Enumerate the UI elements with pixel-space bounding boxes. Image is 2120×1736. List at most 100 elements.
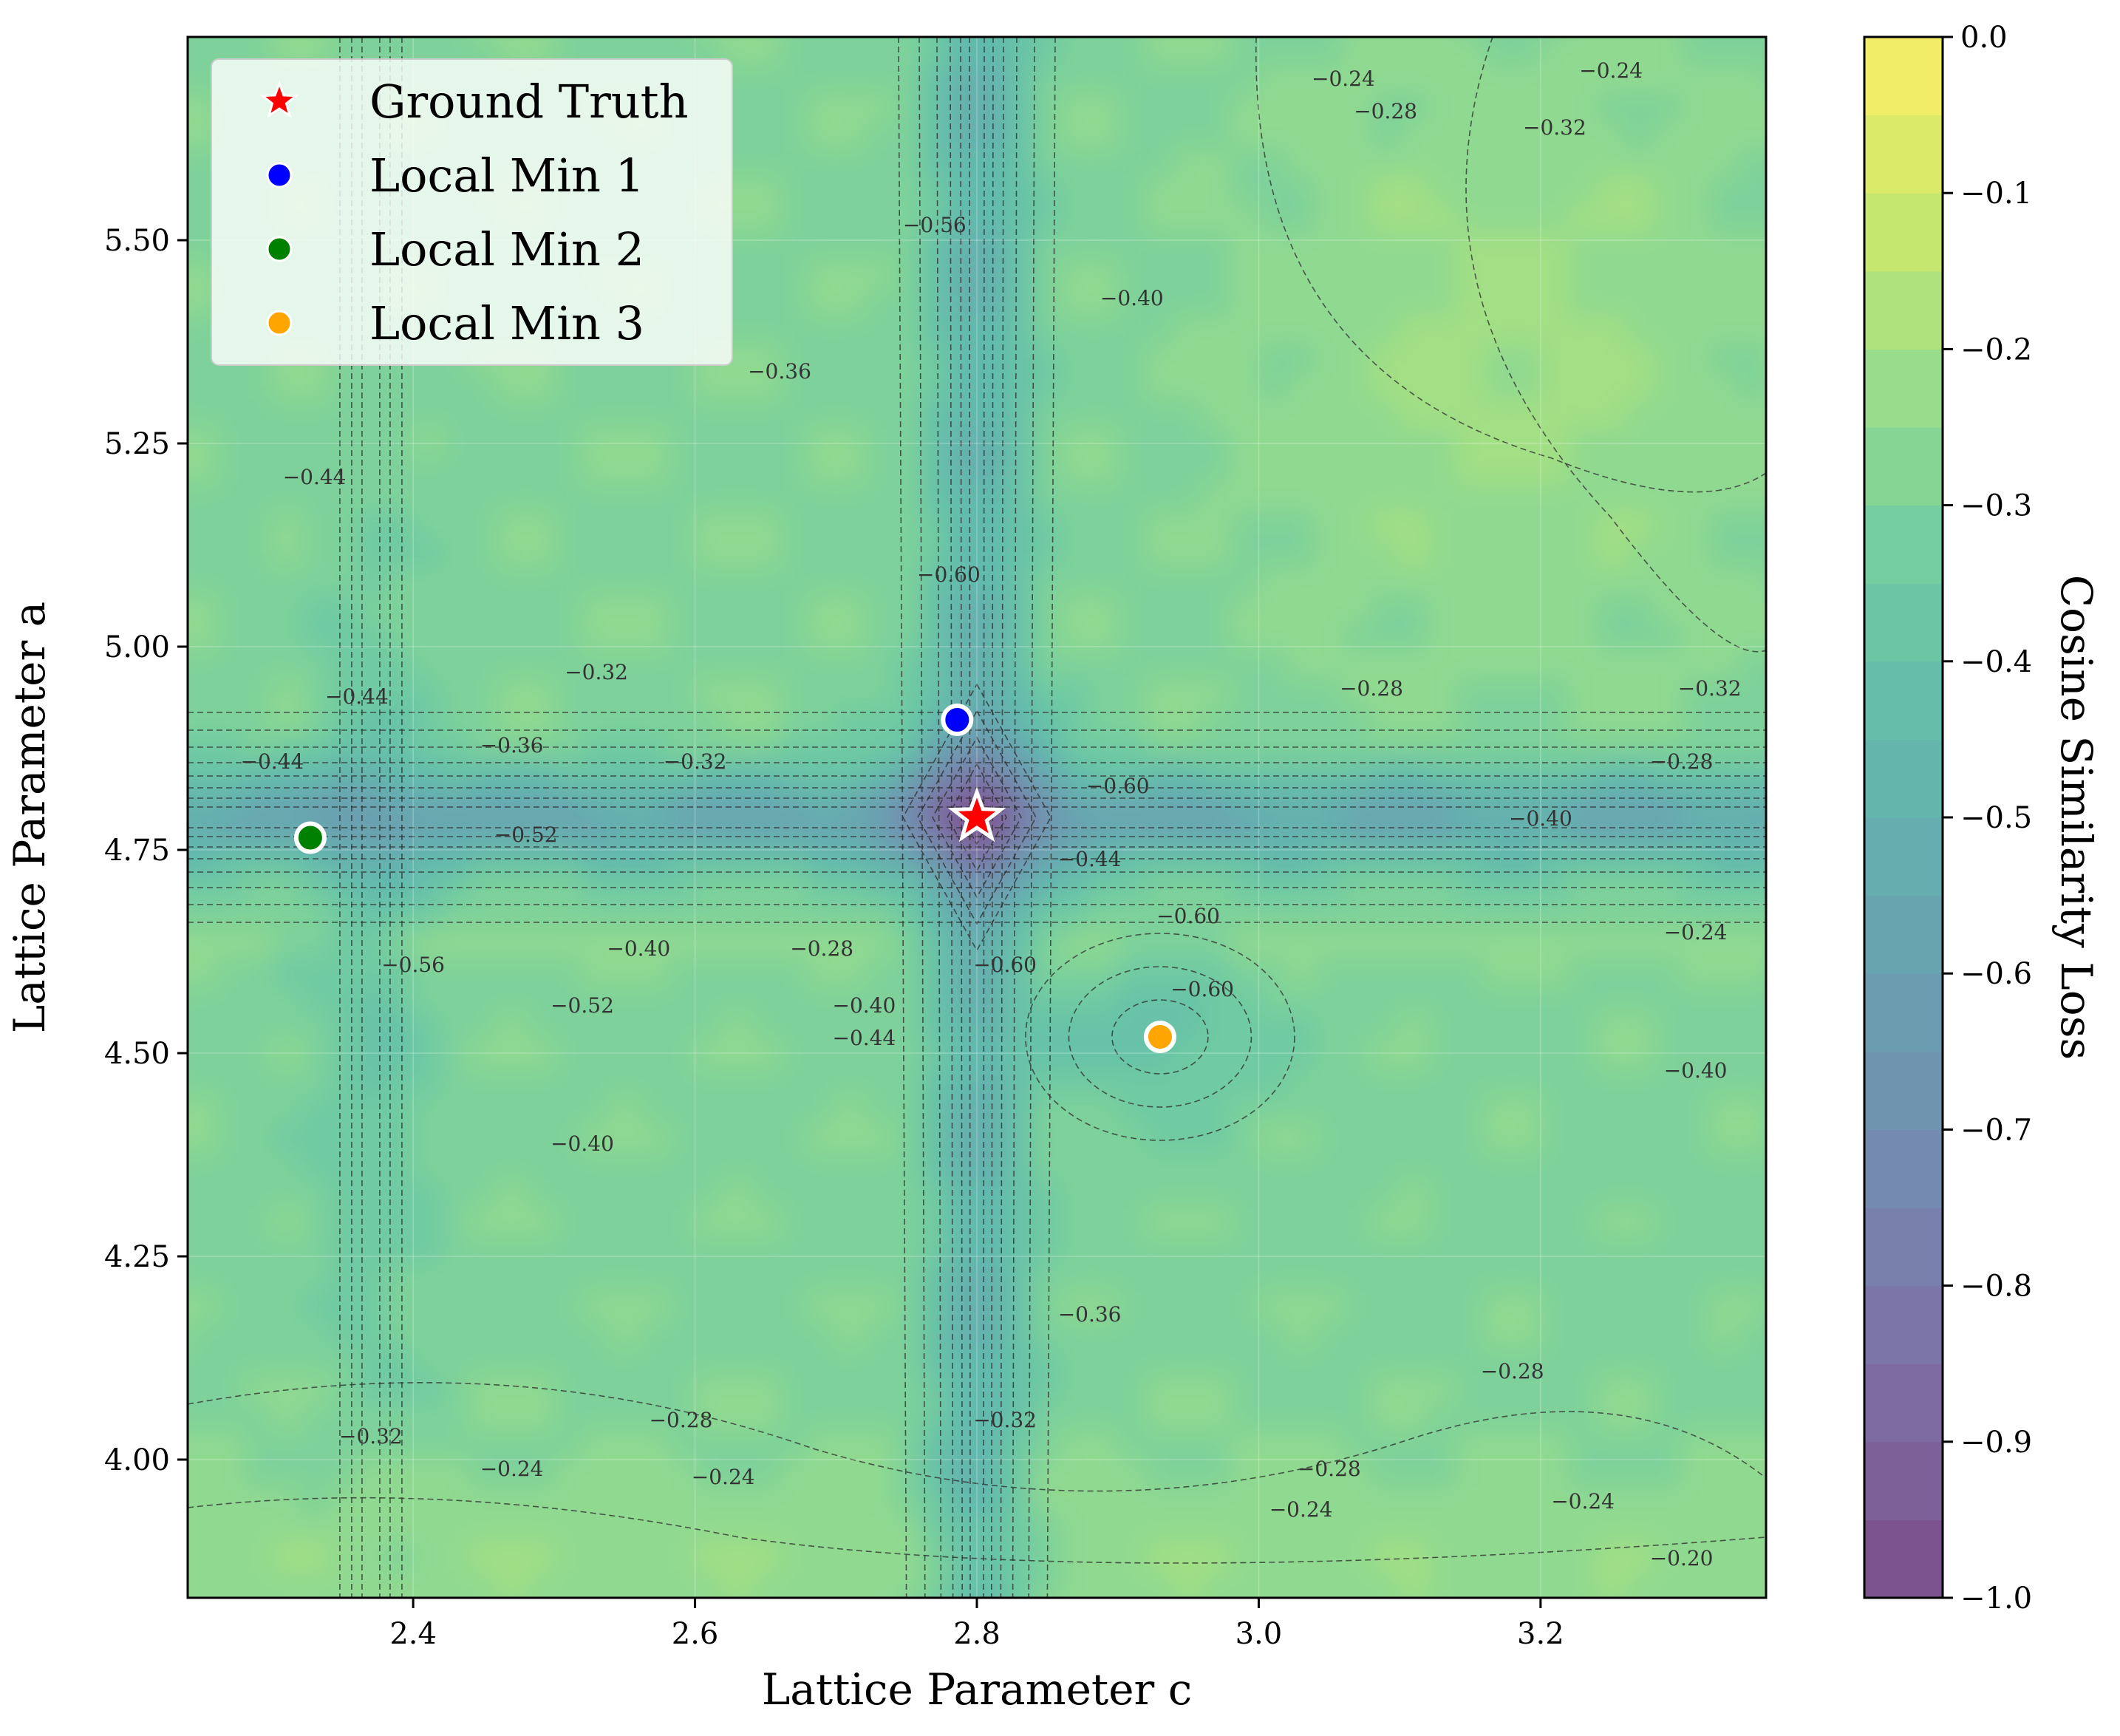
- contour-label: −0.24: [1551, 1489, 1615, 1514]
- colorbar-band: [1864, 1364, 1943, 1443]
- legend-local-min-1-symbol: [266, 162, 293, 188]
- contour-label: −0.60: [973, 953, 1037, 977]
- contour-label: −0.44: [1058, 847, 1122, 871]
- y-tick-label: 4.50: [104, 1037, 170, 1071]
- y-tick-label: 4.75: [104, 834, 170, 868]
- colorbar-tick-label: −0.6: [1960, 957, 2032, 991]
- colorbar-band: [1864, 193, 1943, 272]
- colorbar-band: [1864, 817, 1943, 896]
- contour-labels: −0.32 −0.36 −0.32 −0.44 −0.52 −0.56 −0.52 −0.40…: [240, 58, 1854, 1570]
- contour-label: −0.32: [973, 1408, 1037, 1432]
- colorbar-tick-label: −0.2: [1960, 333, 2032, 367]
- colorbar: 0.0 −0.1 −0.2 −0.3 −0.4 −0.5 −0.6 −0.7 −0.8 −0.9 −…: [1863, 21, 2102, 1616]
- contour-label: −0.32: [664, 749, 727, 774]
- colorbar-band: [1864, 349, 1943, 428]
- colorbar-band: [1864, 1208, 1943, 1287]
- contour-label: −0.52: [494, 823, 558, 847]
- contour-label: −0.36: [1058, 1302, 1122, 1327]
- contour-label: −0.32: [1523, 115, 1586, 140]
- contour-label: −0.52: [551, 993, 614, 1018]
- grid-lines: [188, 37, 1766, 1598]
- colorbar-tick-label: −0.9: [1960, 1426, 2032, 1460]
- contour-label: −0.40: [1664, 1058, 1728, 1083]
- y-tick-label: 5.00: [104, 630, 170, 664]
- contour-label: −0.20: [1650, 1546, 1714, 1570]
- contour-label: −0.24: [1579, 58, 1643, 83]
- colorbar-tick-label: −0.7: [1960, 1113, 2032, 1147]
- contour-label: −0.60: [1156, 904, 1220, 928]
- colorbar-band: [1864, 1285, 1943, 1364]
- y-axis: 4.00 4.25 4.50 4.75 5.00 5.25 5.50: [104, 224, 188, 1477]
- colorbar-band: [1864, 895, 1943, 974]
- contour-label: −0.32: [565, 660, 628, 684]
- legend-box: [211, 58, 733, 366]
- contour-label: −0.56: [903, 213, 967, 237]
- contour-label: −0.60: [1086, 774, 1150, 798]
- contour-label: −0.28: [650, 1408, 713, 1432]
- contour-label: −0.32: [339, 1424, 403, 1449]
- contour-label: −0.28: [1298, 1457, 1361, 1481]
- markers: [293, 704, 1176, 1053]
- colorbar-label: Cosine Similarity Loss: [2051, 575, 2102, 1060]
- legend-local-min-2-label: Local Min 2: [369, 222, 644, 276]
- y-tick-label: 4.00: [104, 1443, 170, 1477]
- legend: Ground Truth Local Min 1 Local Min 2 Local …: [211, 58, 733, 366]
- y-tick-label: 4.25: [104, 1240, 170, 1274]
- legend-local-min-2-symbol: [266, 236, 293, 262]
- contour-label: −0.44: [283, 465, 347, 489]
- colorbar-band: [1864, 427, 1943, 506]
- y-axis-title: Lattice Parameter a: [4, 602, 55, 1034]
- colorbar-tick-label: −0.3: [1960, 489, 2032, 523]
- colorbar-band: [1864, 739, 1943, 818]
- local-min-1-marker: [941, 704, 974, 736]
- contour-label: −0.24: [1269, 1497, 1333, 1522]
- contour-label: −0.28: [1650, 749, 1714, 774]
- legend-local-min-3-symbol: [266, 310, 293, 336]
- colorbar-band: [1864, 973, 1943, 1052]
- colorbar-band: [1864, 505, 1943, 584]
- colorbar-tick-label: −0.5: [1960, 801, 2032, 835]
- colorbar-band: [1864, 661, 1943, 740]
- contour-label: −0.40: [551, 1131, 614, 1156]
- contour-label: −0.40: [1509, 806, 1572, 831]
- contour-label: −0.36: [748, 359, 811, 384]
- colorbar-tick-label: −0.4: [1960, 645, 2032, 679]
- colorbar-tick-label: −0.1: [1960, 177, 2032, 211]
- contour-label: −0.40: [607, 936, 670, 961]
- contour-label: −0.44: [240, 749, 304, 774]
- contour-label: −0.36: [480, 733, 544, 758]
- colorbar-tick-label: −1.0: [1960, 1582, 2032, 1616]
- y-tick-label: 5.25: [104, 427, 170, 461]
- colorbar-tick-label: 0.0: [1960, 21, 2008, 55]
- contour-label: −0.60: [917, 562, 981, 587]
- contour-label: −0.24: [1312, 67, 1375, 91]
- x-tick-label: 3.2: [1517, 1617, 1564, 1651]
- colorbar-band: [1864, 1519, 1943, 1599]
- x-tick-label: 3.0: [1235, 1617, 1283, 1651]
- contour-label: −0.28: [1354, 99, 1417, 123]
- contour-label: −0.28: [1481, 1359, 1544, 1383]
- contour-label: −0.28: [790, 936, 853, 961]
- contour-label: −0.60: [1170, 977, 1234, 1001]
- contour-label: −0.44: [832, 1026, 896, 1050]
- colorbar-band: [1864, 583, 1943, 662]
- legend-local-min-1-label: Local Min 1: [369, 149, 644, 202]
- contour-label: −0.24: [480, 1457, 544, 1481]
- contour-label: −0.24: [692, 1465, 755, 1489]
- colorbar-band: [1864, 270, 1943, 350]
- contour-label: −0.36: [1790, 855, 1854, 879]
- colorbar-tick-label: −0.8: [1960, 1270, 2032, 1304]
- x-axis-title: Lattice Parameter c: [762, 1664, 1192, 1715]
- colorbar-band: [1864, 1441, 1943, 1520]
- y-tick-label: 5.50: [104, 224, 170, 258]
- local-min-3-marker: [1143, 1021, 1176, 1053]
- contour-label: −0.40: [1100, 286, 1164, 310]
- local-min-2-marker: [293, 821, 327, 854]
- contour-label: −0.24: [1664, 920, 1728, 944]
- x-tick-label: 2.6: [672, 1617, 719, 1651]
- legend-ground-truth-label: Ground Truth: [369, 75, 689, 129]
- colorbar-band: [1864, 37, 1943, 116]
- contour-label: −0.32: [1678, 676, 1742, 701]
- legend-local-min-3-label: Local Min 3: [369, 296, 644, 350]
